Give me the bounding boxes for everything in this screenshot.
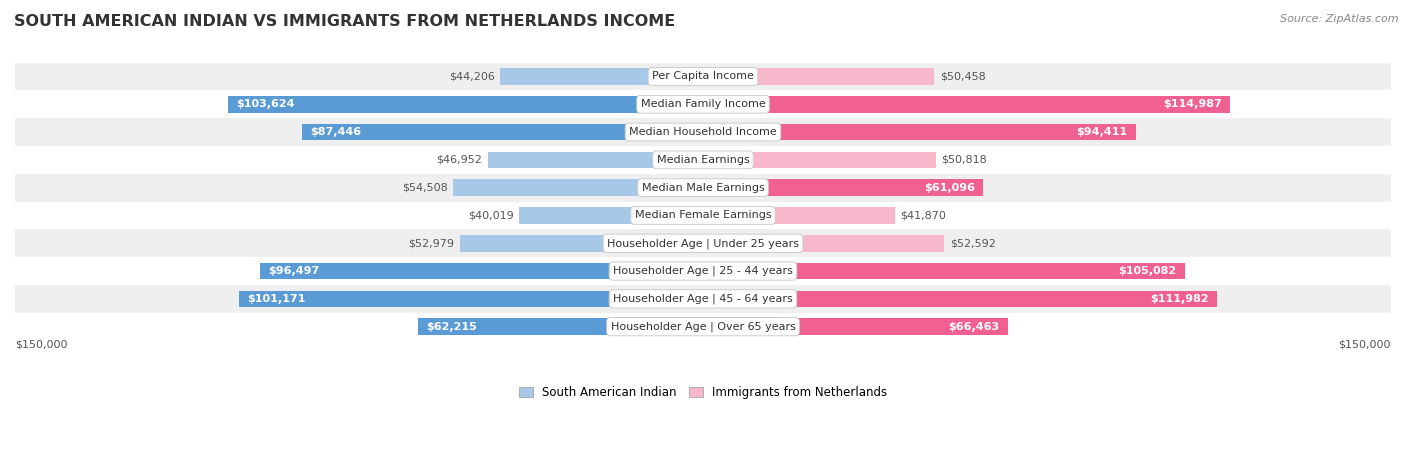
Text: $101,171: $101,171 xyxy=(247,294,305,304)
Bar xyxy=(703,151,936,168)
Text: Householder Age | 45 - 64 years: Householder Age | 45 - 64 years xyxy=(613,294,793,304)
Text: Median Household Income: Median Household Income xyxy=(628,127,778,137)
Bar xyxy=(260,263,703,279)
Bar xyxy=(703,96,1230,113)
Bar xyxy=(703,179,983,196)
Bar xyxy=(15,229,1391,257)
Bar xyxy=(703,68,935,85)
Text: $66,463: $66,463 xyxy=(949,322,1000,332)
Text: SOUTH AMERICAN INDIAN VS IMMIGRANTS FROM NETHERLANDS INCOME: SOUTH AMERICAN INDIAN VS IMMIGRANTS FROM… xyxy=(14,14,675,29)
Text: $94,411: $94,411 xyxy=(1077,127,1128,137)
Text: $46,952: $46,952 xyxy=(436,155,482,165)
Bar xyxy=(15,146,1391,174)
Text: $114,987: $114,987 xyxy=(1163,99,1222,109)
Text: $52,592: $52,592 xyxy=(949,238,995,248)
Text: $87,446: $87,446 xyxy=(311,127,361,137)
Text: $103,624: $103,624 xyxy=(236,99,294,109)
Text: $62,215: $62,215 xyxy=(426,322,477,332)
Bar xyxy=(15,285,1391,313)
Bar xyxy=(519,207,703,224)
Bar xyxy=(302,124,703,141)
Text: Source: ZipAtlas.com: Source: ZipAtlas.com xyxy=(1281,14,1399,24)
Bar xyxy=(15,257,1391,285)
Bar xyxy=(15,202,1391,229)
Text: $105,082: $105,082 xyxy=(1119,266,1177,276)
Text: $150,000: $150,000 xyxy=(1339,340,1391,350)
Text: $44,206: $44,206 xyxy=(449,71,495,81)
Text: Median Male Earnings: Median Male Earnings xyxy=(641,183,765,193)
Bar xyxy=(703,318,1008,335)
Text: $41,870: $41,870 xyxy=(901,211,946,220)
Bar xyxy=(15,313,1391,340)
Bar xyxy=(501,68,703,85)
Legend: South American Indian, Immigrants from Netherlands: South American Indian, Immigrants from N… xyxy=(515,382,891,404)
Text: $61,096: $61,096 xyxy=(924,183,974,193)
Bar xyxy=(703,263,1185,279)
Text: Median Family Income: Median Family Income xyxy=(641,99,765,109)
Text: Householder Age | Under 25 years: Householder Age | Under 25 years xyxy=(607,238,799,248)
Bar xyxy=(418,318,703,335)
Bar xyxy=(15,174,1391,202)
Bar xyxy=(15,118,1391,146)
Bar xyxy=(460,235,703,252)
Bar xyxy=(488,151,703,168)
Text: $54,508: $54,508 xyxy=(402,183,447,193)
Text: Per Capita Income: Per Capita Income xyxy=(652,71,754,81)
Text: Median Female Earnings: Median Female Earnings xyxy=(634,211,772,220)
Text: $111,982: $111,982 xyxy=(1150,294,1208,304)
Text: $40,019: $40,019 xyxy=(468,211,515,220)
Text: $96,497: $96,497 xyxy=(269,266,321,276)
Text: Median Earnings: Median Earnings xyxy=(657,155,749,165)
Bar xyxy=(703,235,945,252)
Bar xyxy=(239,290,703,307)
Text: Householder Age | Over 65 years: Householder Age | Over 65 years xyxy=(610,321,796,332)
Bar xyxy=(228,96,703,113)
Bar xyxy=(703,207,896,224)
Text: $52,979: $52,979 xyxy=(409,238,454,248)
Bar xyxy=(703,290,1216,307)
Bar xyxy=(453,179,703,196)
Text: $50,818: $50,818 xyxy=(942,155,987,165)
Text: $150,000: $150,000 xyxy=(15,340,67,350)
Text: $50,458: $50,458 xyxy=(941,71,986,81)
Bar xyxy=(15,63,1391,91)
Bar xyxy=(15,91,1391,118)
Bar xyxy=(703,124,1136,141)
Text: Householder Age | 25 - 44 years: Householder Age | 25 - 44 years xyxy=(613,266,793,276)
